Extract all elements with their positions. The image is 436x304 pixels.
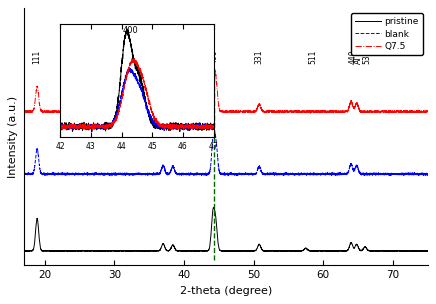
Text: 400: 400	[209, 49, 218, 64]
blank	[425, 172, 430, 176]
pristine	[425, 249, 430, 253]
Q7.5	[132, 112, 137, 115]
pristine	[119, 249, 125, 253]
pristine	[211, 206, 216, 209]
Y-axis label: Intensity (a.u.): Intensity (a.u.)	[8, 96, 18, 178]
Q7.5	[425, 110, 430, 113]
pristine	[21, 249, 27, 253]
blank	[422, 173, 427, 176]
blank	[202, 172, 208, 176]
blank	[115, 172, 120, 176]
pristine	[117, 249, 123, 253]
Text: 440: 440	[349, 49, 358, 64]
blank	[119, 172, 125, 175]
Q7.5	[21, 110, 27, 114]
Text: 311: 311	[159, 49, 167, 64]
Q7.5	[117, 110, 123, 113]
Q7.5	[174, 108, 179, 112]
pristine	[202, 249, 208, 253]
Q7.5	[202, 110, 208, 113]
Q7.5	[422, 110, 427, 113]
X-axis label: 2-theta (degree): 2-theta (degree)	[180, 286, 272, 296]
blank	[225, 174, 231, 178]
Line: pristine: pristine	[24, 208, 428, 251]
Q7.5	[119, 110, 125, 113]
Text: 511: 511	[308, 49, 317, 64]
pristine	[115, 249, 120, 253]
Q7.5	[115, 110, 120, 114]
Line: Q7.5: Q7.5	[24, 68, 428, 113]
Text: Al: Al	[354, 56, 363, 64]
Legend: pristine, blank, Q7.5: pristine, blank, Q7.5	[351, 13, 423, 55]
pristine	[339, 249, 344, 253]
blank	[174, 171, 179, 174]
Line: blank: blank	[24, 131, 428, 176]
Text: 331: 331	[255, 49, 264, 64]
Q7.5	[211, 67, 217, 70]
blank	[211, 129, 216, 133]
Text: 222: 222	[170, 49, 179, 64]
pristine	[174, 248, 179, 252]
Text: 531: 531	[362, 49, 371, 64]
blank	[21, 172, 27, 176]
blank	[117, 172, 123, 176]
pristine	[422, 249, 427, 253]
Text: 111: 111	[33, 49, 41, 64]
